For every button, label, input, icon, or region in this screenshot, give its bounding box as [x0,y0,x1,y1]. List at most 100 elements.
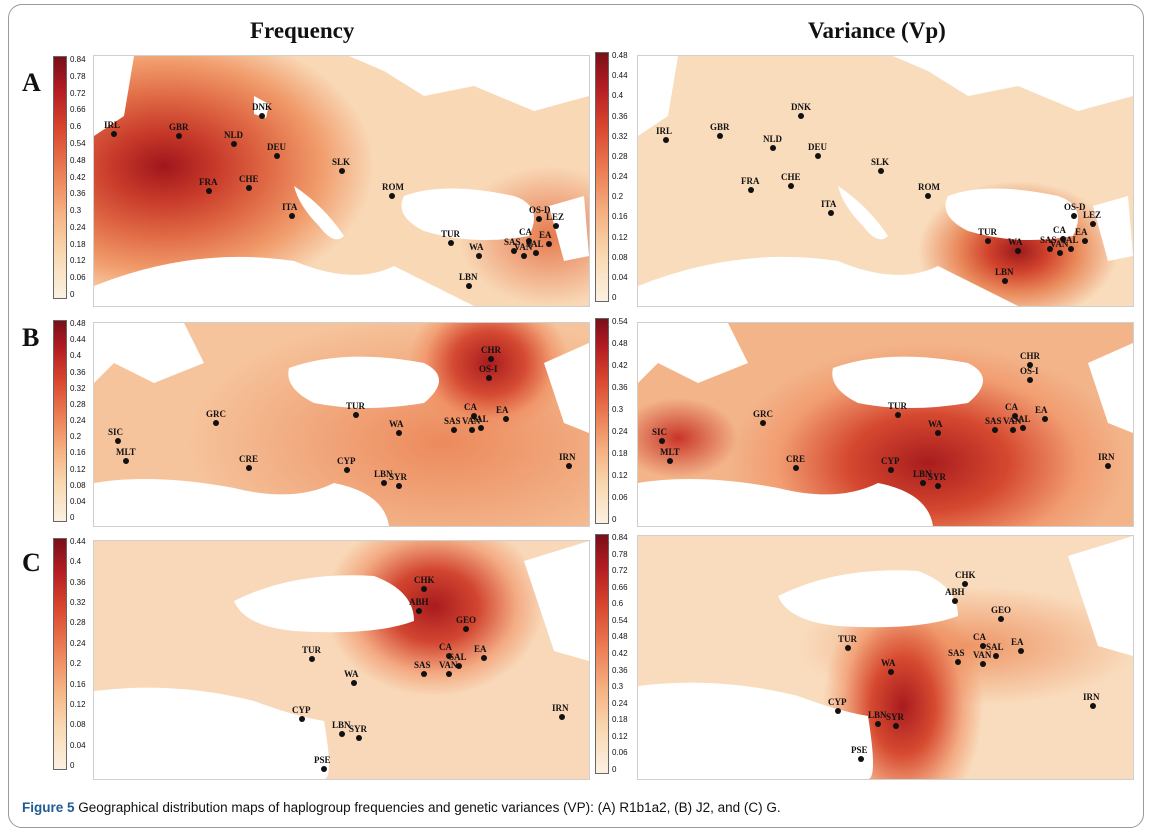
site-marker [998,616,1004,622]
site-label: VAN [439,660,458,670]
site-label: CYP [292,705,311,715]
site-marker [1010,427,1016,433]
site-label: IRN [1098,452,1115,462]
colorbar-tick-label: 0.24 [612,172,628,181]
colorbar-tick-label: 0.54 [70,138,86,148]
site-label: CA [519,227,532,237]
site-marker [339,168,345,174]
colorbar-tick-label: 0.18 [612,715,628,725]
site-label: GEO [991,605,1012,615]
colorbar-tick-label: 0.24 [612,698,628,708]
colorbar-tick-label: 0.16 [70,448,86,458]
colorbar-tick-label: 0.32 [70,598,86,608]
colorbar-tick-label: 0.44 [612,71,628,81]
site-marker [176,133,182,139]
site-label: SIC [652,427,668,437]
colorbar-a-frequency: 0.84 0.78 0.72 0.66 0.6 0.54 0.48 0.42 0.36 0.3 0.… [53,56,93,299]
site-label: OS-D [1064,202,1086,212]
colorbar-tick-label: 0.36 [70,367,86,377]
site-label: WA [389,419,404,429]
site-marker [466,283,472,289]
site-marker [893,723,899,729]
colorbar-tick-label: 0.16 [612,212,628,222]
site-marker [1018,648,1024,654]
site-marker [481,655,487,661]
colorbar-tick-label: 0.4 [612,91,624,101]
site-label: SAS [1040,235,1057,245]
colorbar-tick-label: 0.24 [612,427,628,436]
site-label: SAL [449,652,467,662]
site-label: NLD [224,130,244,140]
site-label: SAS [985,416,1002,426]
site-label: LEZ [1083,210,1102,220]
site-marker [828,210,834,216]
site-label: DNK [252,102,272,112]
site-label: IRL [656,126,673,136]
site-marker [1042,416,1048,422]
site-label: CA [1005,402,1018,412]
site-label: DEU [808,142,828,152]
site-marker [770,145,776,151]
site-label: LBN [332,720,351,730]
colorbar-tick-label: 0.24 [70,638,86,648]
site-marker [351,680,357,686]
colorbar-b-frequency: 0.48 0.44 0.4 0.36 0.32 0.28 0.24 0.2 0.16 0.12 0.… [53,320,93,522]
colorbar-gradient [595,534,609,774]
colorbar-gradient [53,538,67,770]
colorbar-tick-label: 0.12 [70,699,86,709]
colorbar-tick-label: 0.28 [70,399,86,409]
colorbar-tick-label: 0.36 [70,189,86,199]
colorbar-tick-label: 0.66 [70,105,86,115]
colorbar-b-variance: 0.54 0.48 0.42 0.36 0.3 0.24 0.18 0.12 0.06 0 [595,318,635,524]
site-label: VAN [973,650,992,660]
site-marker [526,238,532,244]
colorbar-tick-label: 0.12 [612,731,628,741]
site-marker [667,458,673,464]
site-label: SAL [1061,235,1079,245]
site-marker [760,420,766,426]
site-marker [952,598,958,604]
colorbar-c-frequency: 0.44 0.4 0.36 0.32 0.28 0.24 0.2 0.16 0.12 0.08 0.… [53,538,93,770]
colorbar-tick-label: 0.66 [612,582,628,592]
site-label: SYR [928,472,947,482]
site-marker [476,253,482,259]
site-marker [858,756,864,762]
caption-label: Figure 5 [22,800,75,815]
colorbar-tick-label: 0.06 [612,493,628,502]
site-label: SAL [986,642,1004,652]
colorbar-tick-label: 0.54 [612,615,628,625]
site-marker [1060,236,1066,242]
site-marker [396,430,402,436]
landmass-shapes [638,323,1133,526]
site-marker [389,193,395,199]
colorbar-tick-label: 0.06 [70,273,86,283]
site-label: LEZ [546,212,565,222]
site-marker [878,168,884,174]
site-marker [381,480,387,486]
site-marker [115,438,121,444]
colorbar-tick-label: 0.36 [612,383,628,392]
site-marker [663,137,669,143]
site-marker [546,241,552,247]
site-marker [448,240,454,246]
site-label: MLT [116,447,136,457]
colorbar-tick-label: 0.04 [70,496,86,506]
colorbar-tick-label: 0.78 [612,549,628,559]
site-marker [980,661,986,667]
colorbar-tick-label: 0.48 [70,155,86,165]
site-marker [1082,238,1088,244]
site-label: SYR [886,712,905,722]
site-marker [356,735,362,741]
site-marker [659,438,665,444]
colorbar-tick-label: 0.12 [612,232,628,242]
site-marker [1027,377,1033,383]
colorbar-tick-label: 0.08 [70,480,86,490]
site-label: CHK [955,570,976,580]
site-label: LBN [868,710,887,720]
colorbar-tick-label: 0.04 [612,272,628,282]
colorbar-tick-label: 0 [70,290,75,299]
row-label-b: B [22,323,40,352]
map-a-variance: IRL GBR DNK NLD DEU SLK FRA CHE ITA ROM TUR WA LBN OS… [637,55,1134,307]
site-marker [993,653,999,659]
site-label: EA [1011,637,1024,647]
